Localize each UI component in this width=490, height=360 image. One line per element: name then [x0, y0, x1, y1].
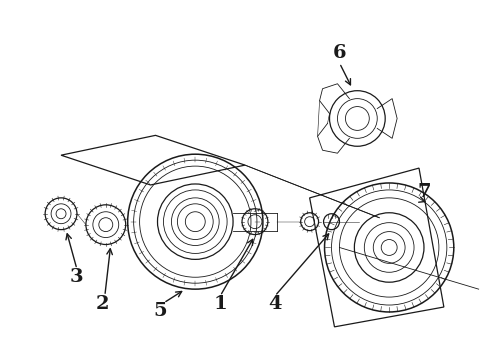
Text: 2: 2 — [96, 295, 110, 313]
Polygon shape — [61, 135, 245, 185]
Text: 3: 3 — [69, 268, 83, 286]
Polygon shape — [310, 168, 444, 327]
Text: 4: 4 — [268, 295, 282, 313]
Text: 7: 7 — [417, 183, 431, 201]
Text: 5: 5 — [154, 302, 167, 320]
Text: 6: 6 — [333, 44, 346, 62]
Text: 1: 1 — [213, 295, 227, 313]
